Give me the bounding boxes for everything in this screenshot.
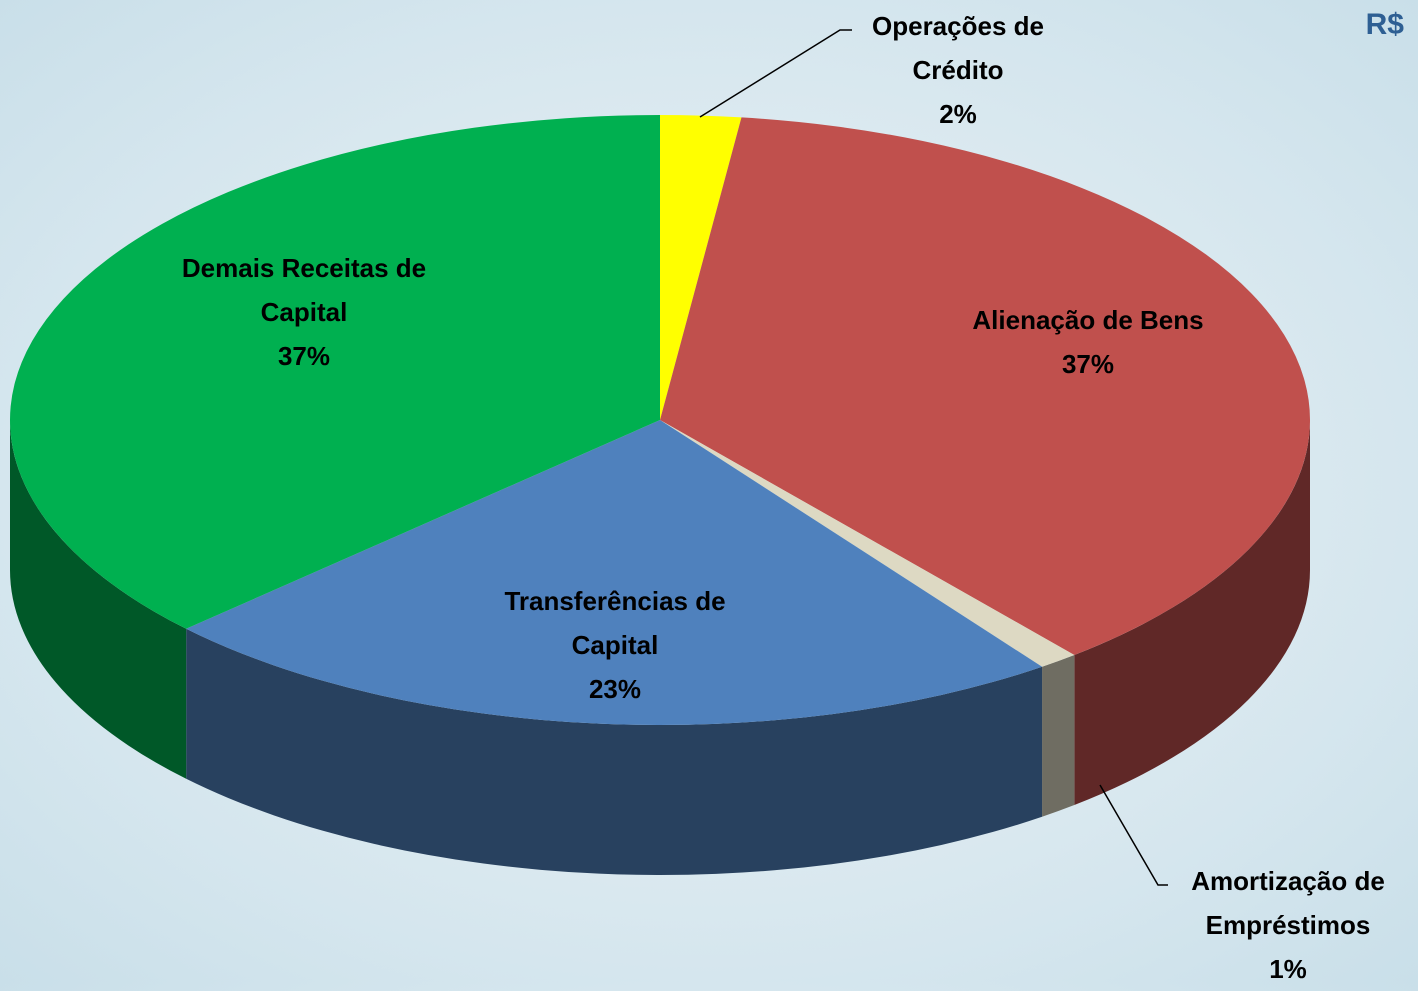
value-label: 1% bbox=[1269, 954, 1307, 984]
pie-sides bbox=[10, 420, 1310, 875]
pie-side bbox=[10, 420, 187, 779]
category-name: Amortização de Empréstimos bbox=[1191, 866, 1385, 940]
value-label: 2% bbox=[939, 99, 977, 129]
pie-side bbox=[1042, 655, 1075, 817]
pie-slice bbox=[10, 115, 660, 629]
category-name: Alienação de Bens bbox=[972, 305, 1204, 335]
pie-slice bbox=[660, 420, 1075, 667]
pie-slice bbox=[660, 115, 742, 420]
data-label: Transferências de Capital 23% bbox=[470, 579, 760, 711]
value-label: 37% bbox=[277, 341, 331, 371]
category-name: Transferências de Capital bbox=[504, 586, 726, 660]
category-name: Operações de Crédito bbox=[872, 11, 1044, 85]
pie-side bbox=[1074, 420, 1310, 806]
leader-line bbox=[1099, 784, 1168, 886]
category-name: Demais Receitas de Capital bbox=[181, 253, 427, 327]
chart-title: R$ bbox=[1365, 8, 1404, 41]
pie-slice bbox=[186, 420, 1043, 725]
data-label: Operações de Crédito 2% bbox=[843, 4, 1073, 136]
pie-slice bbox=[660, 117, 1311, 656]
value-label: 37% bbox=[1061, 349, 1115, 379]
leader-line bbox=[699, 29, 852, 118]
value-label: 23% bbox=[588, 674, 642, 704]
data-label: Alienação de Bens 37% bbox=[928, 298, 1248, 386]
data-label: Amortização de Empréstimos 1% bbox=[1163, 859, 1413, 991]
pie-tops bbox=[10, 115, 1311, 725]
pie-side bbox=[186, 628, 1043, 875]
data-label: Demais Receitas de Capital 37% bbox=[144, 246, 464, 378]
